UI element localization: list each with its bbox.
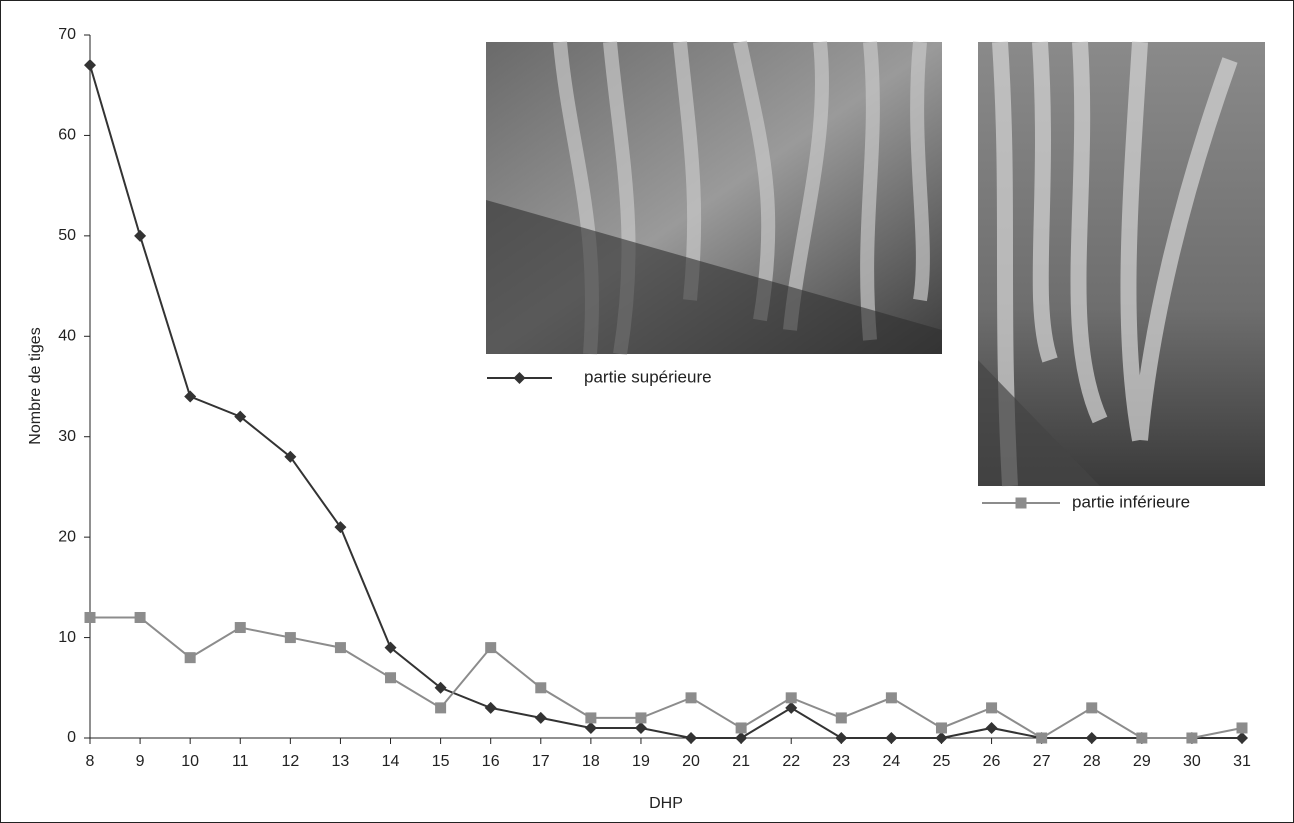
point	[836, 712, 847, 723]
x-axis-label: DHP	[649, 795, 683, 812]
x-tick-label: 19	[632, 753, 650, 770]
point	[535, 682, 546, 693]
y-tick-label: 10	[58, 629, 76, 646]
x-tick-label: 31	[1233, 753, 1251, 770]
point	[235, 622, 246, 633]
point	[1086, 702, 1097, 713]
x-tick-label: 14	[382, 753, 400, 770]
point	[585, 712, 596, 723]
point	[135, 612, 146, 623]
x-tick-label: 30	[1183, 753, 1201, 770]
x-tick-label: 17	[532, 753, 550, 770]
point	[986, 702, 997, 713]
x-tick-label: 22	[782, 753, 800, 770]
point	[185, 652, 196, 663]
point	[635, 712, 646, 723]
y-tick-label: 50	[58, 227, 76, 244]
point	[1237, 722, 1248, 733]
x-tick-label: 29	[1133, 753, 1151, 770]
point	[736, 722, 747, 733]
x-tick-label: 10	[181, 753, 199, 770]
photo-upper	[486, 42, 942, 354]
x-tick-label: 13	[332, 753, 350, 770]
x-tick-label: 25	[933, 753, 951, 770]
chart: Nombre de tiges DHP 0 10 20 30 40 50 60 70 8 9 10 1…	[0, 0, 1294, 823]
point	[285, 632, 296, 643]
x-tick-label: 8	[86, 753, 95, 770]
x-tick-label: 12	[281, 753, 299, 770]
photo-lower	[978, 42, 1265, 486]
x-tick-label: 21	[732, 753, 750, 770]
point	[686, 692, 697, 703]
point	[1136, 733, 1147, 744]
point	[786, 692, 797, 703]
y-tick-label: 20	[58, 528, 76, 545]
y-tick-label: 40	[58, 328, 76, 345]
x-tick-label: 24	[882, 753, 900, 770]
legend-label: partie inférieure	[1072, 492, 1190, 511]
point	[485, 642, 496, 653]
legend-label: partie supérieure	[584, 367, 712, 386]
point	[886, 692, 897, 703]
point	[385, 672, 396, 683]
point	[1036, 733, 1047, 744]
y-tick-label: 30	[58, 428, 76, 445]
x-tick-label: 16	[482, 753, 500, 770]
page: Nombre de tiges DHP 0 10 20 30 40 50 60 70 8 9 10 1…	[0, 0, 1294, 823]
x-tick-label: 11	[232, 753, 249, 770]
x-tick-label: 20	[682, 753, 700, 770]
x-tick-label: 9	[136, 753, 145, 770]
y-tick-label: 60	[58, 127, 76, 144]
x-tick-label: 27	[1033, 753, 1051, 770]
point	[1186, 733, 1197, 744]
point	[435, 702, 446, 713]
point	[85, 612, 96, 623]
y-axis-label: Nombre de tiges	[27, 327, 44, 444]
legend-marker	[1016, 498, 1027, 509]
x-tick-label: 26	[983, 753, 1001, 770]
point	[936, 722, 947, 733]
x-tick-label: 23	[832, 753, 850, 770]
y-tick-label: 0	[67, 729, 76, 746]
x-tick-label: 28	[1083, 753, 1101, 770]
x-tick-label: 18	[582, 753, 600, 770]
y-tick-label: 70	[58, 26, 76, 43]
point	[335, 642, 346, 653]
x-tick-label: 15	[432, 753, 450, 770]
